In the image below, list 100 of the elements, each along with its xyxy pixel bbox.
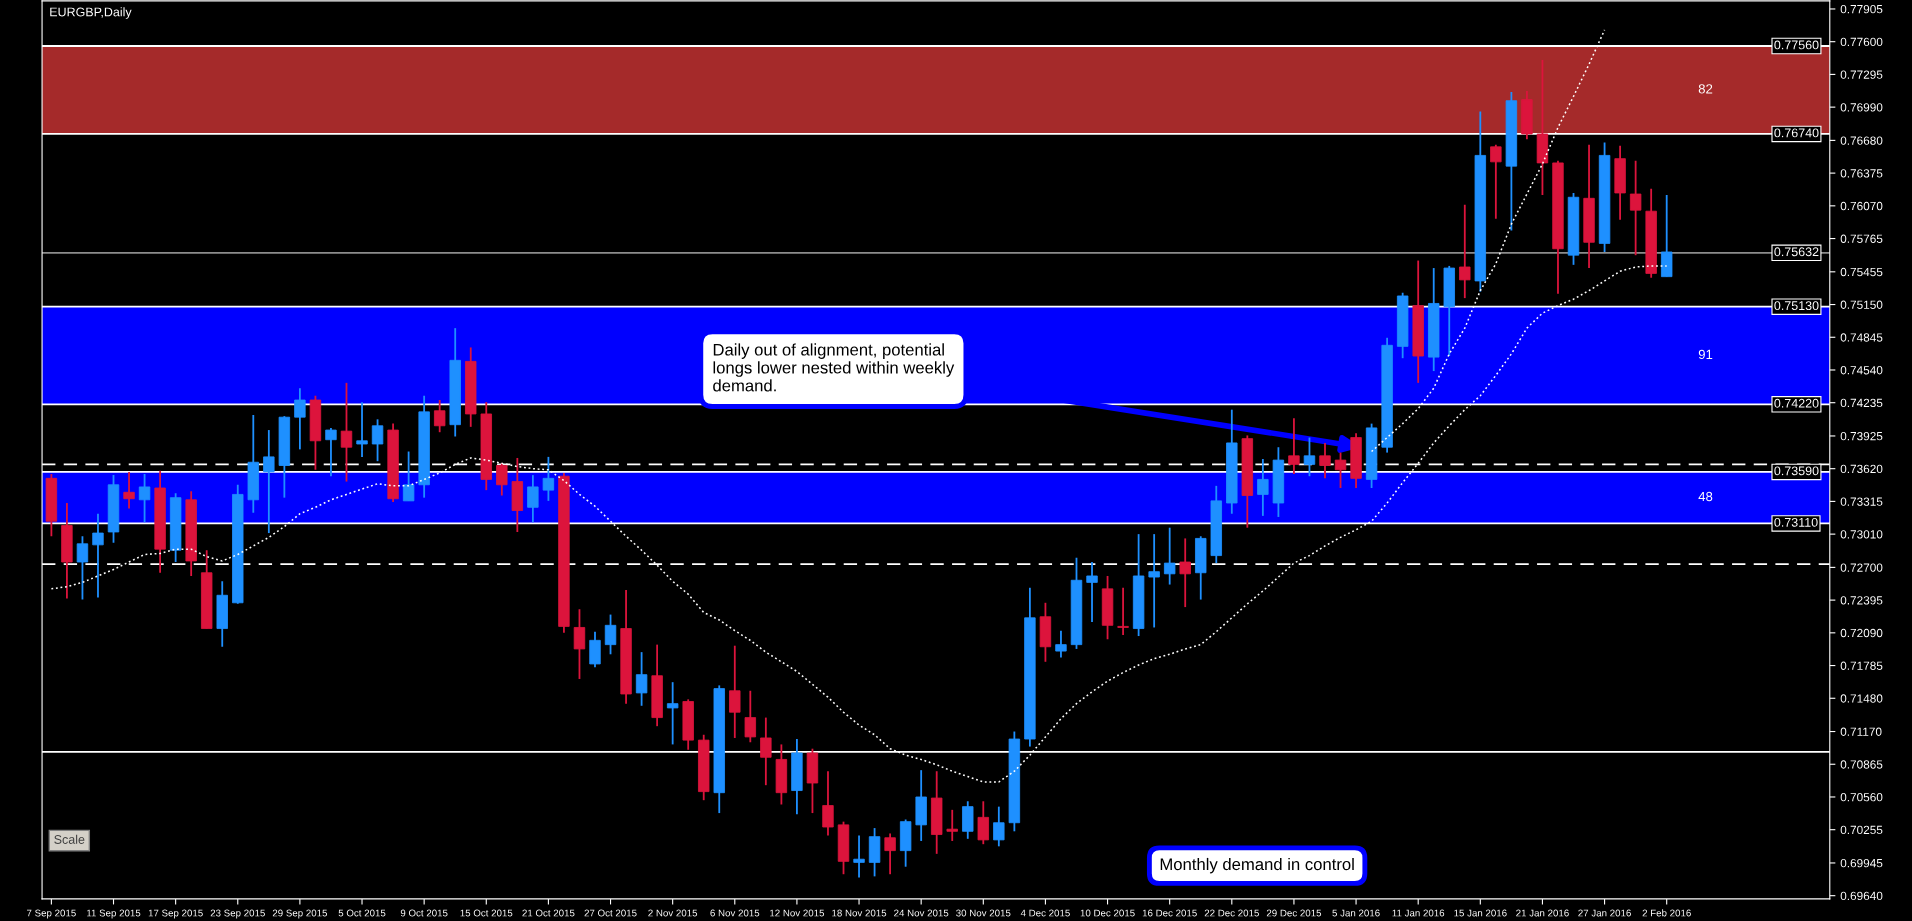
candlestick — [1459, 203, 1471, 300]
y-tick-label: 0.75455 — [1840, 267, 1883, 277]
annotation: Monthly demand in control — [1160, 857, 1354, 874]
y-tick-label: 0.76070 — [1840, 201, 1883, 211]
candlestick — [760, 716, 772, 787]
band-label: 82 — [1698, 84, 1713, 94]
y-tick-label: 0.73620 — [1840, 464, 1883, 474]
x-tick-label: 6 Nov 2015 — [710, 909, 760, 917]
candlestick — [123, 470, 135, 510]
x-tick-label: 21 Jan 2016 — [1516, 909, 1569, 917]
y-tick-label: 0.74845 — [1840, 333, 1883, 342]
y-tick-label: 0.72090 — [1840, 628, 1883, 638]
ref-line-label: 0.76740 — [1774, 128, 1819, 138]
candlestick — [1117, 586, 1129, 636]
candlestick — [635, 651, 648, 707]
candlestick — [604, 613, 617, 656]
x-tick-label: 23 Sep 2015 — [210, 909, 265, 919]
candlestick — [76, 535, 89, 601]
candlestick — [1288, 417, 1300, 475]
x-tick-label: 12 Nov 2015 — [770, 909, 825, 917]
y-tick-label: 0.77600 — [1840, 37, 1883, 47]
x-tick-label: 10 Dec 2015 — [1080, 909, 1135, 917]
x-tick-label: 2 Feb 2016 — [1642, 909, 1691, 917]
ref-line-label: 0.75632 — [1774, 247, 1819, 257]
candlestick — [946, 808, 958, 842]
candlestick — [527, 474, 539, 524]
x-tick-label: 29 Sep 2015 — [272, 909, 328, 919]
candlestick — [589, 630, 601, 669]
ref-line-label: 0.77560 — [1774, 40, 1819, 50]
y-tick-label: 0.71170 — [1840, 727, 1882, 736]
y-tick-label: 0.74235 — [1840, 398, 1883, 408]
candlestick — [884, 832, 896, 876]
x-tick-label: 17 Sep 2015 — [148, 909, 203, 919]
y-tick-label: 0.77295 — [1840, 70, 1883, 79]
y-tick-label: 0.76990 — [1840, 103, 1883, 112]
candlestick — [1303, 436, 1316, 478]
candlestick — [340, 381, 353, 483]
y-tick-label: 0.69945 — [1840, 858, 1883, 868]
chart-title: EURGBP,Daily — [50, 7, 132, 19]
candlestick — [1055, 629, 1067, 659]
candlestick — [977, 800, 989, 846]
annotation: Scale — [54, 834, 85, 844]
x-tick-label: 18 Nov 2015 — [832, 909, 887, 917]
x-tick-label: 15 Oct 2015 — [460, 909, 513, 917]
y-tick-label: 0.72395 — [1840, 596, 1883, 605]
x-tick-label: 2 Nov 2015 — [648, 909, 698, 917]
candlestick — [993, 805, 1005, 848]
candlestick — [138, 473, 151, 524]
ref-line-label: 0.73110 — [1774, 517, 1818, 527]
candlestick — [1086, 561, 1098, 624]
y-tick-label: 0.69640 — [1840, 891, 1883, 901]
x-tick-label: 27 Oct 2015 — [584, 909, 637, 917]
x-tick-label: 5 Jan 2016 — [1332, 909, 1380, 917]
candlestick — [573, 608, 586, 680]
candlestick — [496, 462, 508, 497]
candlestick — [402, 450, 415, 502]
ref-line-label: 0.73590 — [1774, 466, 1819, 476]
candlestick — [542, 455, 555, 502]
y-tick-label: 0.77905 — [1840, 5, 1883, 14]
y-tick-label: 0.70255 — [1840, 825, 1883, 835]
candlestick — [853, 834, 865, 879]
ref-line-label: 0.74220 — [1774, 398, 1819, 408]
x-tick-label: 5 Oct 2015 — [338, 909, 386, 917]
x-tick-label: 24 Nov 2015 — [894, 909, 949, 917]
x-tick-label: 7 Sep 2015 — [27, 909, 76, 919]
x-tick-label: 27 Jan 2016 — [1578, 909, 1631, 917]
x-tick-label: 11 Jan 2016 — [1392, 909, 1445, 917]
candlestick — [1163, 526, 1176, 586]
candlestick — [666, 681, 679, 746]
x-tick-label: 9 Oct 2015 — [400, 909, 448, 917]
candlestick — [744, 689, 757, 744]
band-label: 91 — [1698, 349, 1713, 360]
x-tick-label: 30 Nov 2015 — [956, 909, 1011, 917]
y-tick-label: 0.73010 — [1840, 530, 1883, 539]
candlestick — [371, 418, 384, 463]
y-tick-label: 0.73925 — [1840, 432, 1883, 441]
y-tick-label: 0.75765 — [1840, 234, 1883, 243]
candlestick — [356, 401, 368, 458]
x-tick-label: 15 Jan 2016 — [1454, 909, 1507, 917]
x-tick-label: 16 Dec 2015 — [1142, 909, 1197, 917]
candlestick — [1490, 143, 1502, 220]
y-tick-label: 0.71480 — [1840, 694, 1883, 703]
y-tick-label: 0.76375 — [1840, 169, 1883, 178]
y-tick-label: 0.74540 — [1840, 366, 1883, 375]
x-tick-label: 4 Dec 2015 — [1020, 909, 1070, 917]
y-tick-label: 0.70865 — [1840, 760, 1883, 769]
x-tick-label: 22 Dec 2015 — [1204, 909, 1259, 917]
candlestick — [1179, 537, 1191, 608]
x-tick-label: 21 Oct 2015 — [522, 909, 575, 917]
candlestick — [1629, 159, 1642, 257]
y-tick-label: 0.72700 — [1840, 563, 1883, 572]
y-tick-label: 0.73315 — [1840, 497, 1883, 506]
y-tick-label: 0.71785 — [1840, 661, 1883, 670]
candlestick — [263, 429, 275, 534]
candlestick — [1334, 451, 1347, 489]
candlestick — [325, 427, 337, 478]
x-tick-label: 29 Dec 2015 — [1266, 909, 1322, 917]
y-tick-label: 0.75150 — [1840, 300, 1883, 309]
y-tick-label: 0.70560 — [1840, 793, 1883, 802]
candlestick — [822, 770, 834, 837]
